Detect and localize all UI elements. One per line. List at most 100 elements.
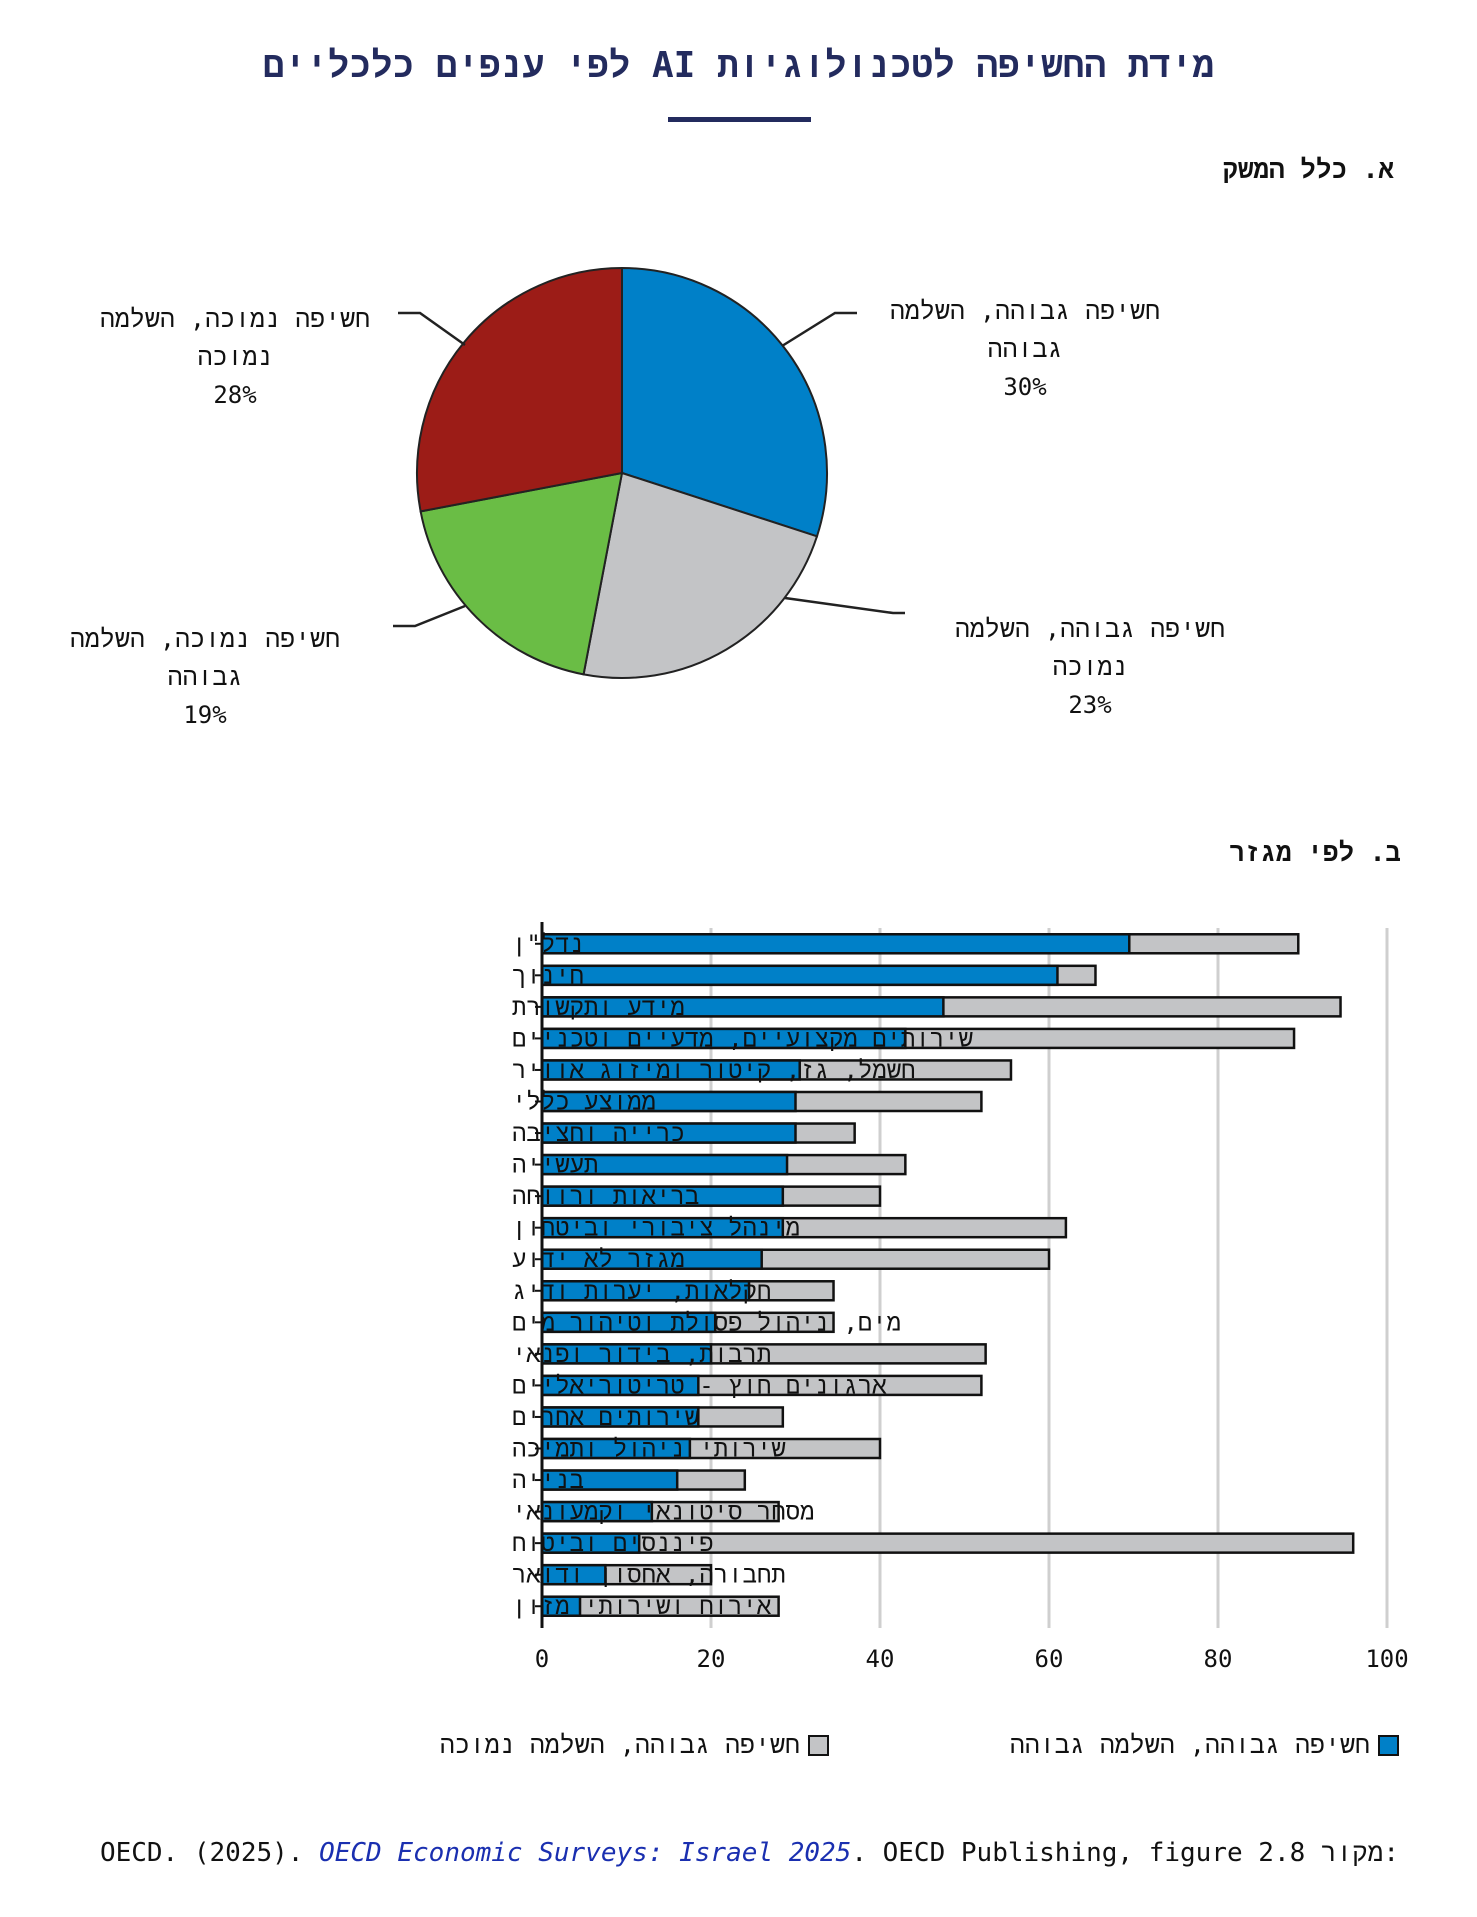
bar-high-low: [540, 1343, 987, 1365]
category-label: כרייה וחציבה: [512, 1119, 685, 1147]
pie-leader-line: [398, 311, 466, 347]
bar-high-low: [540, 1406, 785, 1428]
legend-item-high-low: חשיפה גבוהה, השלמה נמוכה: [440, 1725, 829, 1765]
bar-high-high: [540, 1374, 700, 1397]
bar-high-high: [540, 1027, 907, 1050]
bar-high-low: [540, 1595, 780, 1617]
pie-label-text: חשיפה נמוכה, השלמה נמוכה: [99, 304, 371, 371]
bar-high-high: [540, 1437, 692, 1460]
bar-high-high: [540, 1248, 763, 1270]
bar-high-low: [540, 996, 1342, 1018]
bar-high-low: [540, 1059, 1013, 1081]
bar-high-low: [540, 1500, 780, 1523]
bar-high-high: [540, 1059, 801, 1081]
bar-high-low: [540, 1153, 907, 1176]
bar-high-high: [540, 996, 945, 1018]
category-label: מינהל ציבורי וביטחון: [512, 1214, 800, 1242]
pie-slice: [582, 471, 819, 679]
category-label: נדל"ן: [512, 930, 584, 958]
x-tick-label: 80: [1204, 1645, 1233, 1673]
bar-high-high: [540, 1280, 751, 1302]
category-label: שירותים מקצועיים, מדעיים וטכניים: [512, 1024, 973, 1052]
x-tick-label: 20: [697, 1645, 726, 1673]
category-label: שירותים אחרים: [512, 1403, 699, 1431]
bar-high-high: [540, 1563, 607, 1586]
x-tick-label: 100: [1365, 1645, 1408, 1673]
bar-high-low: [540, 1311, 835, 1334]
x-tick-label: 40: [866, 1645, 895, 1673]
category-label: חינוך: [512, 961, 584, 989]
bar-high-low: [540, 1563, 713, 1586]
bar-high-high: [540, 1216, 785, 1239]
bar-high-low: [540, 1185, 882, 1207]
pie-label-high-high: חשיפה גבוהה, השלמה גבוהה 30%: [865, 292, 1185, 406]
bar-high-low: [540, 1280, 835, 1302]
bar-high-low: [540, 964, 1097, 987]
pie-slice: [416, 266, 623, 513]
category-label: בריאות ורווחה: [512, 1182, 699, 1210]
category-label: מידע ותקשורת: [512, 993, 685, 1021]
bar-high-high: [540, 1090, 797, 1113]
source-prefix: מקור:: [1320, 1838, 1399, 1868]
bar-high-low: [540, 1469, 747, 1491]
pie-label-low-low: חשיפה נמוכה, השלמה נמוכה 28%: [75, 300, 395, 414]
pie-label-pct: 30%: [1003, 373, 1047, 401]
bar-high-high: [540, 1343, 713, 1365]
bar-high-high: [540, 1185, 785, 1207]
bar-high-low: [540, 1374, 983, 1397]
bar-high-high: [540, 1532, 641, 1554]
category-label: מסחר סיטונאי וקמעונאי: [512, 1498, 815, 1526]
source-plain2: . OECD Publishing, figure 2.8: [851, 1838, 1306, 1868]
x-tick-label: 60: [1035, 1645, 1064, 1673]
pie-panel-title: א. כלל המשק: [1222, 155, 1394, 185]
bar-high-low: [540, 933, 1300, 955]
category-label: תחבורה, אחסון ודואר: [512, 1561, 786, 1589]
category-label: ממוצע כללי: [512, 1088, 656, 1116]
bar-high-high: [540, 1153, 789, 1176]
bar-high-high: [540, 1469, 679, 1491]
category-label: חשמל, גז, קיטור ומיזוג אוויר: [512, 1056, 916, 1084]
category-label: אירוח ושירותי מזון: [512, 1592, 772, 1620]
bar-high-high: [540, 1311, 717, 1334]
category-label: ארגונים חוץ - טריטוריאליים: [512, 1371, 887, 1399]
category-label: שירותי ניהול ותמיכה: [512, 1435, 786, 1463]
bar-high-low: [540, 1532, 1355, 1554]
category-label: חקלאות, יערות ודיג: [512, 1277, 771, 1305]
category-label: תעשייה: [512, 1151, 598, 1179]
bar-high-low: [540, 1027, 1296, 1050]
pie-leader-line: [784, 596, 905, 615]
pie-label-pct: 23%: [1068, 691, 1112, 719]
pie-label-high-low: חשיפה גבוהה, השלמה נמוכה 23%: [930, 610, 1250, 724]
bar-high-high: [540, 933, 1131, 955]
pie-label-pct: 19%: [183, 701, 227, 729]
bar-high-low: [540, 1437, 882, 1460]
bar-high-low: [540, 1248, 1051, 1270]
legend-label: חשיפה גבוהה, השלמה גבוהה: [1009, 1729, 1370, 1759]
pie-label-low-high: חשיפה נמוכה, השלמה גבוהה 19%: [45, 620, 365, 734]
legend-item-high-high: חשיפה גבוהה, השלמה גבוהה: [1010, 1725, 1399, 1765]
bar-high-high: [540, 1595, 582, 1617]
bar-high-low: [540, 1122, 856, 1144]
category-label: תרבות, בידור ופנאי: [512, 1340, 771, 1368]
pie-label-pct: 28%: [213, 381, 257, 409]
source-note: OECD. (2025). OECD Economic Surveys: Isr…: [100, 1838, 1399, 1869]
pie-slice: [621, 266, 828, 538]
legend-swatch: [1378, 1734, 1399, 1756]
bar-high-high: [540, 1500, 654, 1523]
category-label: מים, ניהול פסולת וטיהור מים: [512, 1308, 901, 1336]
source-plain1: OECD. (2025).: [99, 1838, 320, 1868]
pie-leader-line: [781, 311, 857, 348]
category-label: פיננסים וביטוח: [512, 1529, 714, 1557]
source-publication-link[interactable]: OECD Economic Surveys: Israel 2025: [319, 1838, 852, 1868]
pie-label-text: חשיפה גבוהה, השלמה נמוכה: [954, 614, 1226, 681]
legend-swatch: [808, 1734, 829, 1756]
bar-high-low: [540, 1216, 1068, 1239]
legend-label: חשיפה גבוהה, השלמה נמוכה: [439, 1729, 800, 1759]
pie-label-text: חשיפה נמוכה, השלמה גבוהה: [69, 624, 341, 691]
bar-high-low: [540, 1090, 983, 1113]
bar-high-high: [540, 1406, 700, 1428]
category-label: בנייה: [512, 1466, 584, 1494]
pie-label-text: חשיפה גבוהה, השלמה גבוהה: [889, 296, 1161, 363]
pie-chart: [393, 266, 905, 679]
pie-leader-line: [393, 604, 466, 628]
